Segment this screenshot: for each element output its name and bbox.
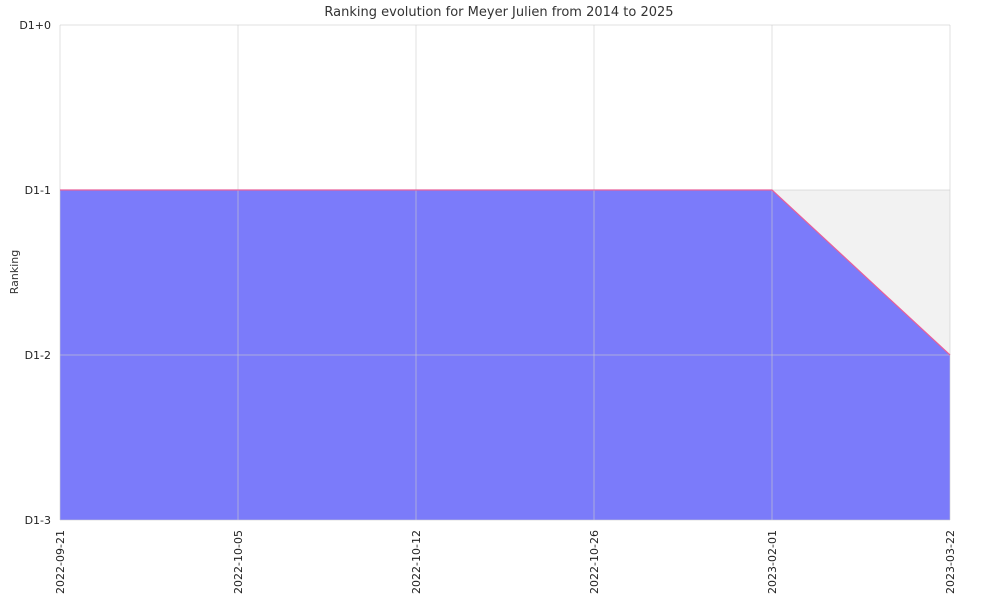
data-point [59, 189, 62, 192]
x-tick-label: 2022-09-21 [54, 530, 67, 594]
range-band [60, 190, 950, 355]
x-tick-label: 2022-10-05 [232, 530, 245, 594]
y-tick-label: D1-1 [25, 184, 51, 197]
data-point [593, 189, 596, 192]
data-point [771, 189, 774, 192]
series-line [60, 189, 951, 356]
data-point [237, 189, 240, 192]
chart-title: Ranking evolution for Meyer Julien from … [324, 5, 673, 20]
plot-area: 2022-09-21 2022-10-05 2022-10-12 2022-10-26… [19, 19, 957, 594]
y-tick-label: D1+0 [19, 19, 51, 32]
y-axis-label: Ranking [8, 250, 21, 295]
x-tick-label: 2022-10-12 [410, 530, 423, 594]
y-tick-label: D1-2 [25, 349, 51, 362]
data-point [415, 189, 418, 192]
data-point [949, 354, 952, 357]
x-tick-label: 2023-03-22 [944, 530, 957, 594]
y-tick-label: D1-3 [25, 514, 51, 527]
x-tick-label: 2023-02-01 [766, 530, 779, 594]
x-tick-label: 2022-10-26 [588, 530, 601, 594]
